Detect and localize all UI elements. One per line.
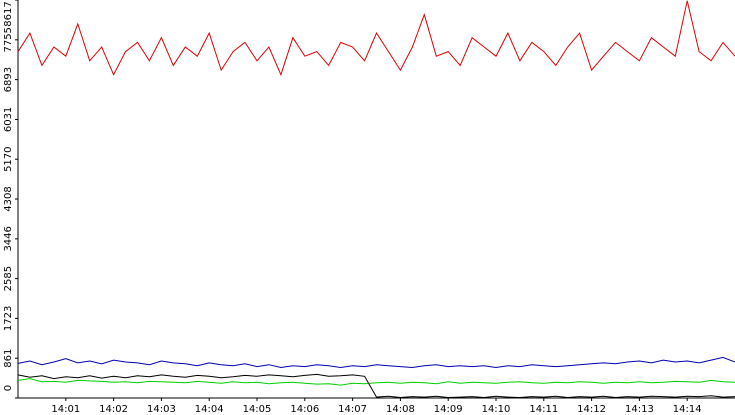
y-tick-label: 861 [3, 349, 14, 368]
series-line [17, 378, 735, 386]
x-tick-label: 14:02 [99, 404, 128, 415]
series-line [17, 356, 735, 369]
y-tick-label: 4308 [3, 186, 14, 211]
x-tick-label: 14:06 [290, 404, 319, 415]
x-tick-label: 14:13 [625, 404, 654, 415]
y-tick-label: 5170 [3, 146, 14, 171]
y-tick-label: 2585 [3, 266, 14, 291]
x-tick-label: 14:05 [243, 404, 272, 415]
x-tick-label: 14:12 [577, 404, 606, 415]
x-tick-label: 14:08 [386, 404, 415, 415]
series-line [17, 373, 735, 399]
x-tick-label: 14:14 [673, 404, 702, 415]
x-tick-label: 14:01 [51, 404, 80, 415]
y-tick-label: 8617 [3, 1, 14, 26]
y-tick-label: 6893 [3, 67, 14, 92]
y-tick-label: 0 [3, 385, 14, 391]
x-tick-label: 14:10 [482, 404, 511, 415]
x-tick-label: 14:07 [338, 404, 367, 415]
y-tick-label: 7755 [3, 27, 14, 52]
y-tick-label: 3446 [3, 226, 14, 251]
x-tick-label: 14:09 [434, 404, 463, 415]
y-tick-label: 1723 [3, 306, 14, 331]
y-tick-label: 6031 [3, 107, 14, 132]
x-tick-label: 14:03 [147, 404, 176, 415]
x-tick-label: 14:04 [195, 404, 224, 415]
series-line [17, 0, 735, 77]
x-tick-label: 14:11 [529, 404, 558, 415]
